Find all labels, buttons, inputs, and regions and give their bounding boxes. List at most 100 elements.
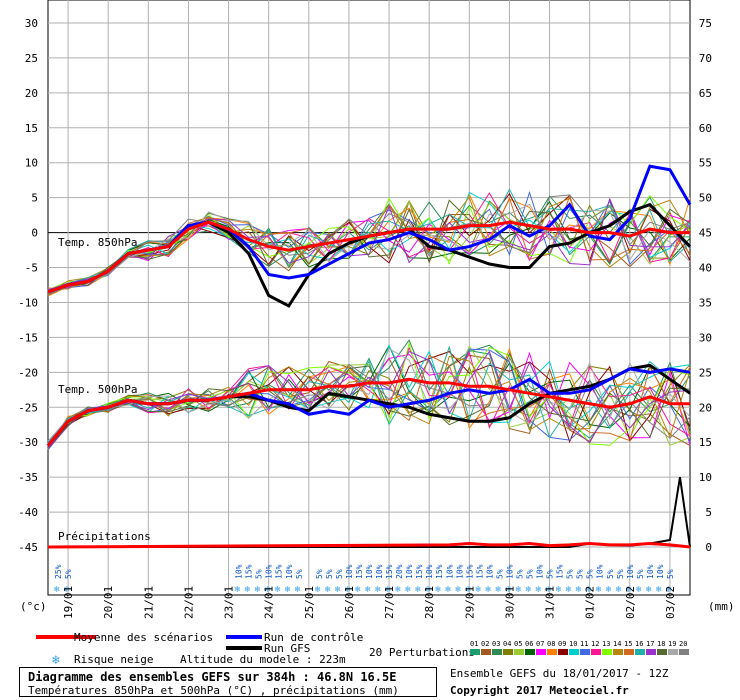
altitude-label: Altitude du modele : 223m <box>180 653 346 666</box>
pert-id: 05 <box>514 640 522 648</box>
snowflake-icon: ❄ <box>365 585 371 595</box>
snowflake-icon: ❄ <box>495 585 501 595</box>
pert-swatch <box>679 649 689 655</box>
pert-swatch <box>503 649 513 655</box>
pert-swatch <box>668 649 678 655</box>
snowflake-icon: ❄ <box>616 585 622 595</box>
snowflake-icon: ❄ <box>355 585 361 595</box>
pert-id: 14 <box>613 640 621 648</box>
snow-pct: 15% <box>245 564 254 579</box>
perturbation-lines <box>47 188 691 451</box>
pert-500-line <box>47 350 691 450</box>
pert-swatch <box>591 649 601 655</box>
snow-pct: 5% <box>315 569 324 579</box>
y-right-tick: 55 <box>699 157 712 170</box>
y-left-unit: (°c) <box>20 600 47 613</box>
pert-id: 09 <box>558 640 566 648</box>
date-tick: 20/01 <box>102 586 115 619</box>
y-right-tick: 60 <box>699 122 712 135</box>
y-right-tick: 15 <box>699 436 712 449</box>
legend-control-label: Run de contrôle <box>264 631 363 644</box>
snow-pct: 10% <box>375 564 384 579</box>
y-right-tick: 5 <box>705 506 712 519</box>
pert-swatch <box>536 649 546 655</box>
snow-pct: 5% <box>295 569 304 579</box>
snowflake-icon: ❄ <box>465 585 471 595</box>
snowflake-icon: ❄ <box>515 585 521 595</box>
pert-500-line <box>47 348 691 443</box>
snowflake-icon: ❄ <box>445 585 451 595</box>
snow-pct: 15% <box>275 564 284 579</box>
y-right-tick: 65 <box>699 87 712 100</box>
pert-id: 18 <box>657 640 665 648</box>
snow-pct: 5% <box>546 569 555 579</box>
y-left-tick: -45 <box>18 541 38 554</box>
snowflake-icon: ❄ <box>415 585 421 595</box>
snowflake-icon: ❄ <box>566 585 572 595</box>
y-left-tick: 5 <box>31 192 38 205</box>
snow-pct: 10% <box>425 564 434 579</box>
date-tick: 29/01 <box>463 586 476 619</box>
pert-swatch <box>635 649 645 655</box>
pert-850-line <box>47 188 691 292</box>
snow-pct: 5% <box>636 569 645 579</box>
snow-pct: 10% <box>646 564 655 579</box>
snowflake-icon: ❄ <box>275 585 281 595</box>
snowflake-icon: ❄ <box>335 585 341 595</box>
series-500-line <box>46 377 690 447</box>
pert-swatch <box>481 649 491 655</box>
snow-pct: 5% <box>586 569 595 579</box>
pert-id: 20 <box>679 640 687 648</box>
pert-swatch <box>492 649 502 655</box>
snowflake-icon: ❄ <box>295 585 301 595</box>
pert-swatch <box>514 649 524 655</box>
date-tick: 28/01 <box>423 586 436 619</box>
date-tick: 21/01 <box>142 586 155 619</box>
pert-850-line <box>47 197 691 291</box>
main-series-lines <box>46 164 692 549</box>
snow-pct: 15% <box>475 564 484 579</box>
y-left-tick: -30 <box>18 436 38 449</box>
pert-id: 19 <box>668 640 676 648</box>
snow-pct: 10% <box>285 564 294 579</box>
footer-title-box: Diagramme des ensembles GEFS sur 384h : … <box>19 667 437 697</box>
pert-id: 10 <box>569 640 577 648</box>
snowflake-icon: ❄ <box>425 585 431 595</box>
pert-swatch <box>646 649 656 655</box>
y-left-tick: 30 <box>25 17 38 30</box>
snow-pct: 10% <box>536 564 545 579</box>
date-tick: 01/02 <box>584 586 597 619</box>
date-tick: 02/02 <box>624 586 637 619</box>
pert-swatch <box>525 649 535 655</box>
date-tick: 19/01 <box>62 586 75 619</box>
series-850-line <box>47 220 690 294</box>
y-right-tick: 70 <box>699 52 712 65</box>
pert-swatch <box>558 649 568 655</box>
run-info: Ensemble GEFS du 18/01/2017 - 12Z <box>450 667 669 680</box>
panel-label-t850: Temp. 850hPa <box>58 236 137 249</box>
y-left-tick: -15 <box>18 331 38 344</box>
date-tick: 24/01 <box>263 586 276 619</box>
pert-500-line <box>47 352 691 448</box>
snow-pct: 5% <box>526 569 535 579</box>
precip-line <box>47 542 691 549</box>
pert-id: 08 <box>547 640 555 648</box>
y-right-tick: 0 <box>705 541 712 554</box>
y-right-tick: 35 <box>699 296 712 309</box>
y-left-tick: -5 <box>25 262 38 275</box>
pert-id: 03 <box>492 640 500 648</box>
pert-850-line <box>47 203 691 294</box>
snowflake-icon: ❄ <box>546 585 552 595</box>
snow-pct: 10% <box>445 564 454 579</box>
y-left-tick: 20 <box>25 87 38 100</box>
legend-mean-label: Moyenne des scénarios <box>74 631 213 644</box>
date-tick: 23/01 <box>223 586 236 619</box>
panel-label-t500: Temp. 500hPa <box>58 383 137 396</box>
pert-id: 01 <box>470 640 478 648</box>
chart-title: Diagramme des ensembles GEFS sur 384h : … <box>28 670 397 684</box>
y-left-tick: -10 <box>18 296 38 309</box>
snowflake-icon: ❄ <box>646 585 652 595</box>
snow-pct: 15% <box>355 564 364 579</box>
pert-id: 11 <box>580 640 588 648</box>
chart-grid <box>47 0 691 596</box>
